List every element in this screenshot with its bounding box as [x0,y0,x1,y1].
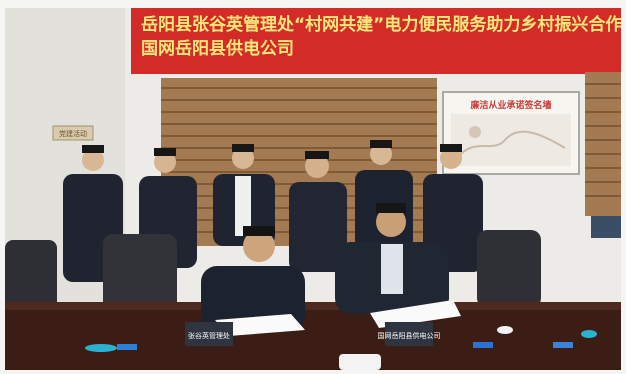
signer-right [335,203,449,314]
left-plaque-text: 张谷英管理处 [188,331,230,340]
table-items [85,326,597,370]
banner-line-2: 国网岳阳县供电公司 [141,38,294,59]
left-plaque: 张谷英管理处 [185,322,233,346]
seated-signers [201,203,449,332]
signature-wall-board: 廉洁从业承诺签名墙 [442,91,580,175]
right-plaque: 国网岳阳县供电公司 [378,322,441,346]
banner: 岳阳县张谷英管理处“村网共建”电力便民服务助力乡村振兴合作签约仪式 国网岳阳县供… [131,8,621,74]
conference-table [5,302,621,370]
standing-person-4 [289,151,347,272]
signing-documents [215,300,461,336]
right-plaque-text: 国网岳阳县供电公司 [378,331,441,340]
table-edge [5,302,621,310]
meeting-chairs [5,230,541,318]
banner-line-1: 岳阳县张谷英管理处“村网共建”电力便民服务助力乡村振兴合作签约仪式 [141,14,621,35]
window-blinds-right [585,72,621,238]
name-plaques: 张谷英管理处 国网岳阳县供电公司 [185,322,441,346]
door-sign: 党建活动 [52,125,94,141]
signing-ceremony-photo: 岳阳县张谷英管理处“村网共建”电力便民服务助力乡村振兴合作签约仪式 国网岳阳县供… [5,8,621,370]
photo-frame: 岳阳县张谷英管理处“村网共建”电力便民服务助力乡村振兴合作签约仪式 国网岳阳县供… [5,8,621,370]
red-banner [131,8,621,74]
door-sign-text: 党建活动 [59,129,87,138]
board-title: 廉洁从业承诺签名墙 [470,99,551,111]
